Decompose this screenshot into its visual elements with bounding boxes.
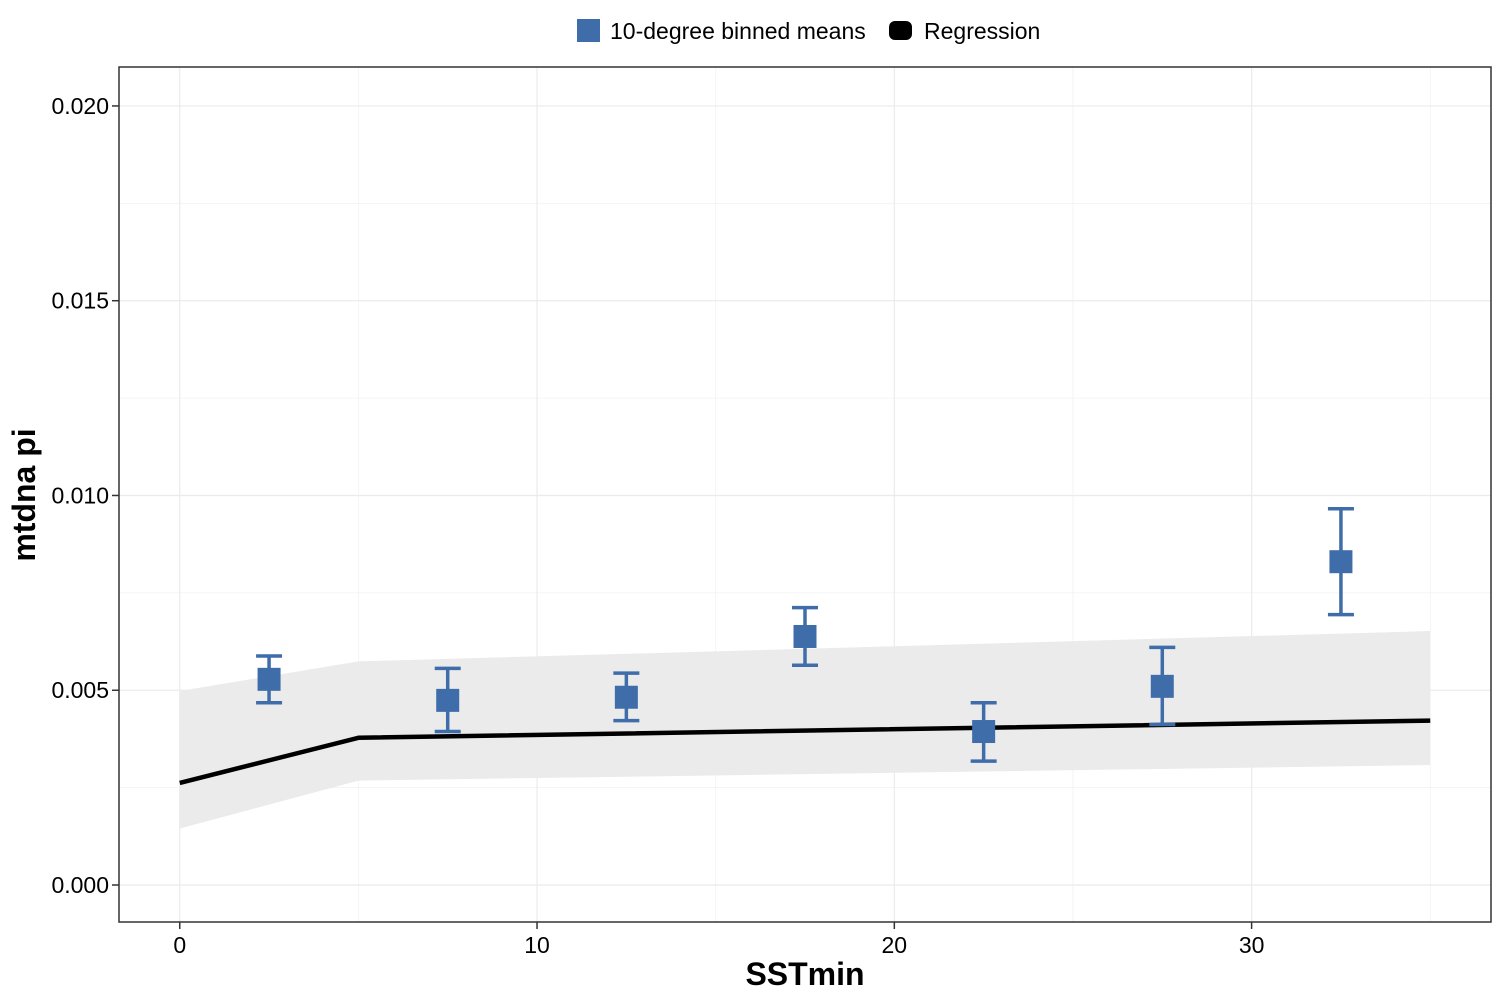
legend-label-binned-means: 10-degree binned means [610, 18, 866, 44]
regression-line [179, 718, 1431, 786]
binned-mean-point [1150, 674, 1174, 698]
x-tick-label: 0 [173, 932, 186, 958]
y-tick-label: 0.000 [51, 872, 109, 898]
binned-mean-point [257, 667, 281, 691]
binned-mean-point [972, 720, 996, 744]
binned-mean-point [436, 688, 460, 712]
binned-mean-6 [1149, 645, 1176, 727]
x-axis-title: SSTmin [745, 956, 864, 992]
binned-mean-point [614, 685, 638, 709]
binned-mean-2 [434, 666, 461, 734]
axes: 0 10 20 30 0.000 0.005 0.010 0.015 0.020 [51, 93, 1264, 958]
legend-label-regression: Regression [924, 18, 1040, 44]
y-tick-label: 0.010 [51, 482, 109, 508]
y-tick-label: 0.020 [51, 93, 109, 119]
binned-means-layer [256, 506, 1354, 763]
grid [119, 67, 1491, 922]
x-tick-label: 30 [1239, 932, 1265, 958]
legend: 10-degree binned means Regression [577, 18, 1040, 44]
panel-border [118, 66, 1492, 923]
binned-mean-7 [1327, 506, 1354, 617]
y-tick-label: 0.005 [51, 677, 109, 703]
binned-mean-5 [970, 700, 997, 763]
y-tick-label: 0.015 [51, 288, 109, 314]
binned-mean-4 [792, 605, 818, 668]
binned-mean-1 [256, 654, 283, 705]
legend-key-regression [889, 21, 912, 40]
regression-line-layer [179, 718, 1431, 786]
binned-mean-point [793, 624, 817, 648]
x-tick-label: 20 [882, 932, 908, 958]
legend-key-binned-means [577, 19, 600, 42]
y-axis-title: mtdna pi [6, 428, 42, 561]
x-tick-label: 10 [524, 932, 550, 958]
binned-mean-3 [613, 671, 640, 723]
binned-mean-point [1329, 550, 1353, 574]
